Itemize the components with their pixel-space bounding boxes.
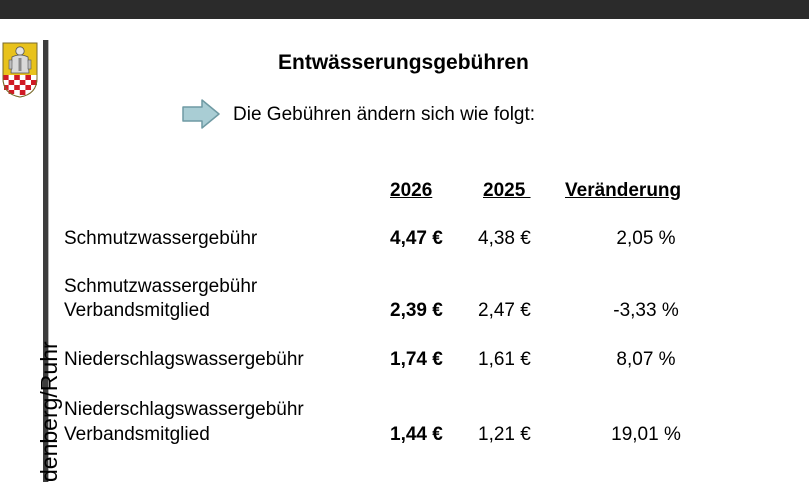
fee-change-value: 8,07 % xyxy=(616,349,676,370)
fee-2025-value: 1,21 € xyxy=(478,424,531,445)
side-caption: denberg/Ruhr xyxy=(36,341,62,482)
fee-2026-value: 4,47 € xyxy=(390,228,443,249)
top-bar xyxy=(0,0,809,19)
fee-change-value: 2,05 % xyxy=(616,228,676,249)
vertical-rule xyxy=(43,40,48,482)
column-header-change: Veränderung xyxy=(565,180,682,201)
fee-label: Schmutzwassergebühr xyxy=(64,276,258,297)
vertical-rule-shadow xyxy=(48,40,49,482)
right-arrow-icon xyxy=(182,99,220,129)
fee-2025-value: 4,38 € xyxy=(478,228,531,249)
column-header-2025: 2025 xyxy=(483,180,531,201)
fee-label-suffix: Verbandsmitglied xyxy=(64,424,210,445)
intro-text: Die Gebühren ändern sich wie folgt: xyxy=(233,104,536,125)
fee-change-value: -3,33 % xyxy=(613,300,679,321)
municipal-crest-icon xyxy=(2,42,38,98)
fee-2026-value: 1,74 € xyxy=(390,349,443,370)
fee-label: Schmutzwassergebühr xyxy=(64,228,258,249)
fee-label-suffix: Verbandsmitglied xyxy=(64,300,210,321)
fee-2026-value: 2,39 € xyxy=(390,300,443,321)
column-header-2026: 2026 xyxy=(390,180,433,201)
fee-change-value: 19,01 % xyxy=(611,424,681,445)
fee-label: Niederschlagswassergebühr xyxy=(64,399,304,420)
page-title: Entwässerungsgebühren xyxy=(278,51,529,74)
fee-label: Niederschlagswassergebühr xyxy=(64,349,304,370)
fee-2026-value: 1,44 € xyxy=(390,424,443,445)
fee-2025-value: 2,47 € xyxy=(478,300,531,321)
fee-2025-value: 1,61 € xyxy=(478,349,531,370)
